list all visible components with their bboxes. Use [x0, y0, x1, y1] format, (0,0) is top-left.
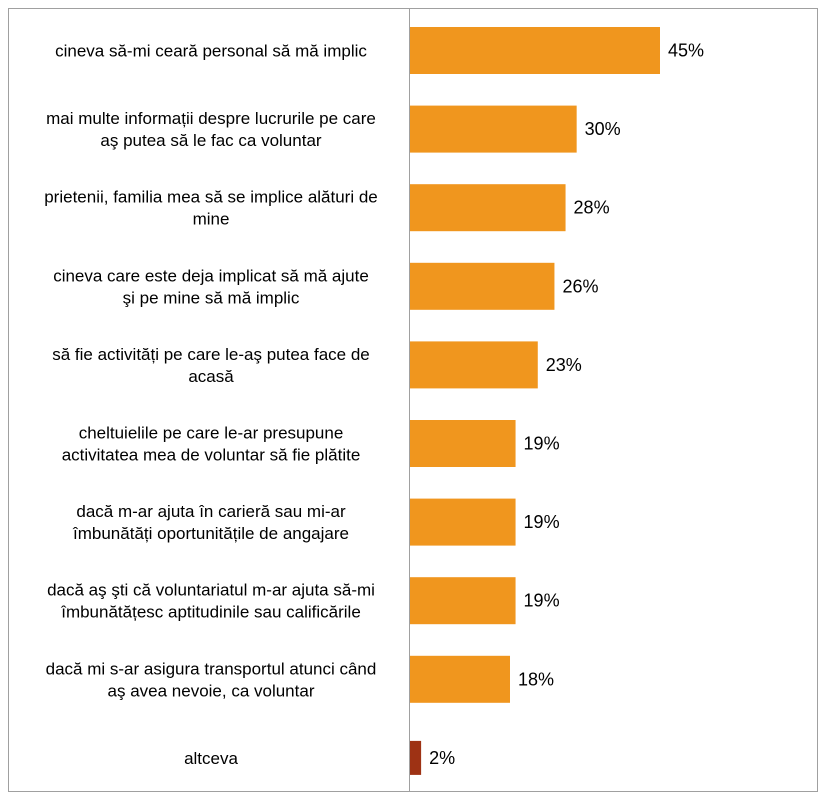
bar: [410, 27, 660, 74]
data-label: 19%: [524, 434, 560, 454]
bar: [410, 420, 516, 467]
data-label: 19%: [524, 591, 560, 611]
data-label: 23%: [546, 355, 582, 375]
category-label: dacă mi s-ar asigura transportul atunci …: [46, 659, 377, 678]
bar: [410, 577, 516, 625]
category-label: cineva care este deja implicat să mă aju…: [53, 266, 369, 285]
category-label: aş putea să le fac ca voluntar: [100, 131, 321, 150]
category-label: şi pe mine să mă implic: [123, 288, 300, 307]
category-label: dacă m-ar ajuta în carieră sau mi-ar: [76, 502, 346, 521]
category-label: mai multe informații despre lucrurile pe…: [46, 109, 376, 128]
data-label: 19%: [524, 512, 560, 532]
category-label: activitatea mea de voluntar să fie plăti…: [62, 446, 361, 465]
category-label: aş avea nevoie, ca voluntar: [108, 681, 315, 700]
category-label: îmbunătăți oportunitățile de angajare: [72, 524, 349, 543]
bar: [410, 498, 516, 546]
data-label: 30%: [585, 119, 621, 139]
data-label: 28%: [574, 198, 610, 218]
data-label: 18%: [518, 669, 554, 689]
category-label: mine: [193, 210, 230, 229]
data-label: 26%: [562, 276, 598, 296]
bar: [410, 105, 577, 153]
data-label: 45%: [668, 41, 704, 61]
category-label: cineva să-mi ceară personal să mă implic: [55, 42, 367, 61]
bar: [410, 184, 566, 232]
bar: [410, 341, 538, 389]
bar: [410, 655, 510, 703]
category-label: altceva: [184, 749, 238, 768]
category-label: prietenii, familia mea să se implice ală…: [44, 188, 378, 207]
category-label: îmbunătățesc aptitudinile sau calificări…: [60, 603, 361, 622]
bar: [410, 740, 422, 775]
category-label: dacă aş şti că voluntariatul m-ar ajuta …: [47, 581, 375, 600]
category-label: cheltuielile pe care le-ar presupune: [79, 424, 344, 443]
bar: [410, 262, 555, 310]
category-label: să fie activități pe care le-aş putea fa…: [52, 345, 370, 364]
data-label: 2%: [429, 748, 455, 768]
category-label: acasă: [188, 367, 234, 386]
